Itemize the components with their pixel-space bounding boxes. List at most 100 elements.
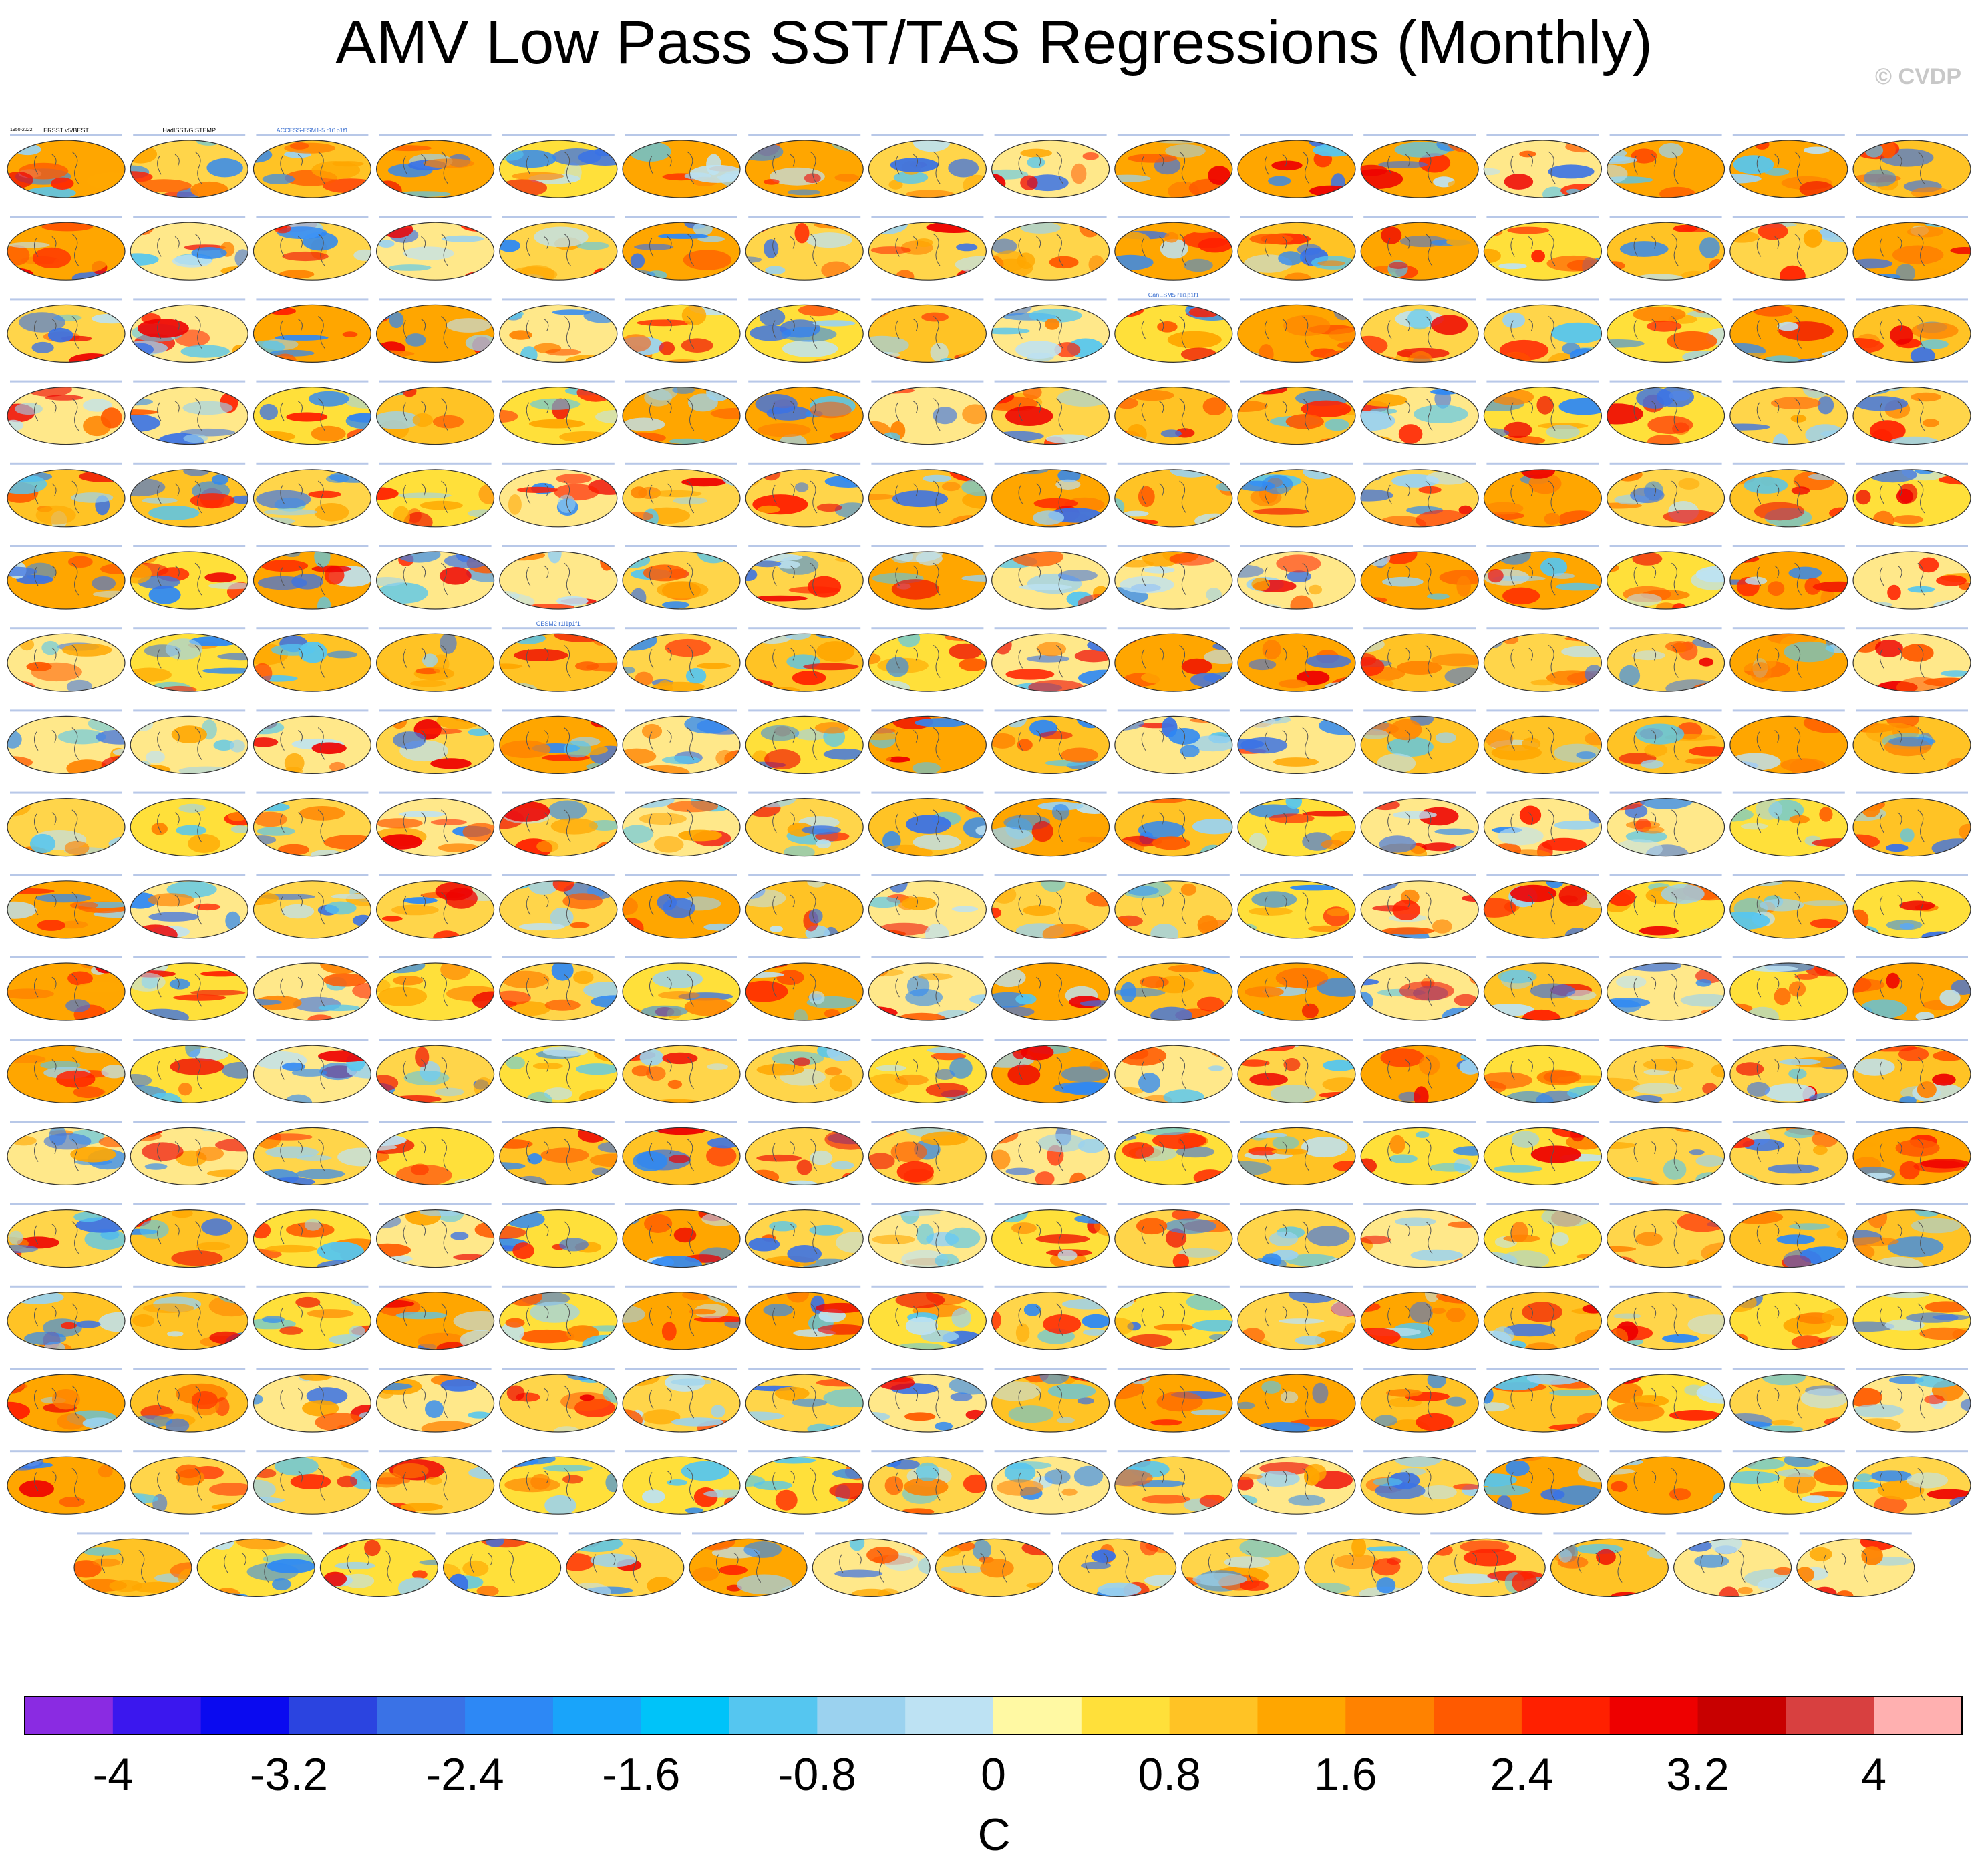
map-panel — [7, 380, 126, 445]
map-panel — [375, 545, 495, 610]
map-panel — [745, 380, 864, 445]
map-panel — [1729, 627, 1848, 692]
map-panel — [375, 1285, 495, 1350]
map-panel — [991, 874, 1110, 939]
map-panel — [868, 216, 987, 281]
colorbar-bin — [1081, 1696, 1170, 1734]
map-panel — [935, 1532, 1054, 1597]
map-panel — [1852, 1285, 1971, 1350]
map-panel — [1729, 1121, 1848, 1186]
map-panel — [499, 1368, 618, 1433]
colorbar-tick-label: 0 — [981, 1749, 1006, 1800]
map-panel — [1483, 380, 1602, 445]
map-panel — [745, 1285, 864, 1350]
map-panel — [1852, 1039, 1971, 1103]
map-panel — [1237, 1285, 1356, 1350]
map-panel — [1483, 791, 1602, 857]
map-panel — [1360, 462, 1479, 528]
map-panel — [7, 874, 126, 939]
map-panel — [991, 298, 1110, 363]
map-panel — [868, 462, 987, 528]
colorbar-bin — [377, 1696, 466, 1734]
map-panel — [130, 627, 248, 692]
map-panel — [868, 298, 987, 363]
map-panel — [991, 1450, 1110, 1515]
map-panel — [1483, 216, 1602, 281]
map-panel — [499, 956, 618, 1021]
map-panel — [7, 956, 126, 1021]
map-panel — [130, 216, 248, 281]
map-panel — [1852, 216, 1971, 281]
map-panel — [1729, 874, 1848, 939]
map-panel — [130, 380, 248, 445]
map-panel — [1796, 1532, 1915, 1597]
map-panel — [253, 709, 371, 775]
map-panel — [991, 956, 1110, 1021]
map-panel — [991, 380, 1110, 445]
map-panel — [1237, 462, 1356, 528]
map-panel — [1607, 1285, 1725, 1350]
map-panel — [1114, 545, 1233, 610]
colorbar-tick-label: 3.2 — [1666, 1749, 1729, 1800]
map-panel — [375, 134, 495, 198]
map-panel — [7, 1039, 126, 1103]
map-panel — [1852, 709, 1971, 775]
map-panel — [253, 298, 371, 363]
map-panel — [745, 1203, 864, 1268]
map-panel — [622, 380, 741, 445]
map-panel — [868, 380, 987, 445]
map-panel — [1483, 462, 1602, 528]
map-panel — [566, 1532, 685, 1597]
map-panel — [1607, 1203, 1725, 1268]
map-panel — [991, 1039, 1110, 1103]
map-panel — [1114, 134, 1233, 198]
map-panel — [1360, 298, 1479, 363]
map-panel — [1360, 956, 1479, 1021]
map-panel — [7, 791, 126, 857]
map-panel — [1607, 462, 1725, 528]
map-panel — [622, 134, 741, 198]
map-panel — [130, 1368, 248, 1433]
map-panel — [1114, 1285, 1233, 1350]
map-panel — [868, 956, 987, 1021]
map-panel — [745, 298, 864, 363]
map-panel — [868, 1285, 987, 1350]
colorbar-tick-label: -1.6 — [602, 1749, 680, 1800]
map-panel — [499, 462, 618, 528]
map-panel — [375, 462, 495, 528]
map-panel — [1304, 1532, 1423, 1597]
map-panel — [1729, 298, 1848, 363]
map-panel — [1181, 1532, 1300, 1597]
map-panel — [622, 1203, 741, 1268]
map-panel — [1114, 298, 1233, 363]
map-panel — [253, 956, 371, 1021]
map-panel — [375, 956, 495, 1021]
panel-caption: CESM2 r1i1p1f1 — [536, 620, 581, 627]
map-panel — [375, 1368, 495, 1433]
map-panel — [1114, 956, 1233, 1021]
map-panel — [745, 462, 864, 528]
map-panel — [745, 956, 864, 1021]
colorbar-tick-label: -2.4 — [426, 1749, 504, 1800]
map-panel — [1852, 545, 1971, 610]
map-panel — [1852, 1203, 1971, 1268]
map-panel — [745, 1039, 864, 1103]
map-panel — [499, 1039, 618, 1103]
map-panel — [7, 134, 126, 198]
map-panel — [1360, 1450, 1479, 1515]
map-panel — [745, 216, 864, 281]
map-panel — [253, 627, 371, 692]
map-panel — [499, 1121, 618, 1186]
colorbar-bin — [1697, 1696, 1786, 1734]
map-panel — [745, 791, 864, 857]
map-panel — [130, 874, 248, 939]
colorbar-bin — [1257, 1696, 1346, 1734]
map-panel — [1483, 298, 1602, 363]
map-panel — [622, 216, 741, 281]
map-panel — [130, 1121, 248, 1186]
panel-caption: HadISST/GISTEMP — [162, 127, 216, 134]
map-panel — [868, 1203, 987, 1268]
map-panel — [1607, 1121, 1725, 1186]
map-panel — [868, 1121, 987, 1186]
map-panel — [1852, 956, 1971, 1021]
